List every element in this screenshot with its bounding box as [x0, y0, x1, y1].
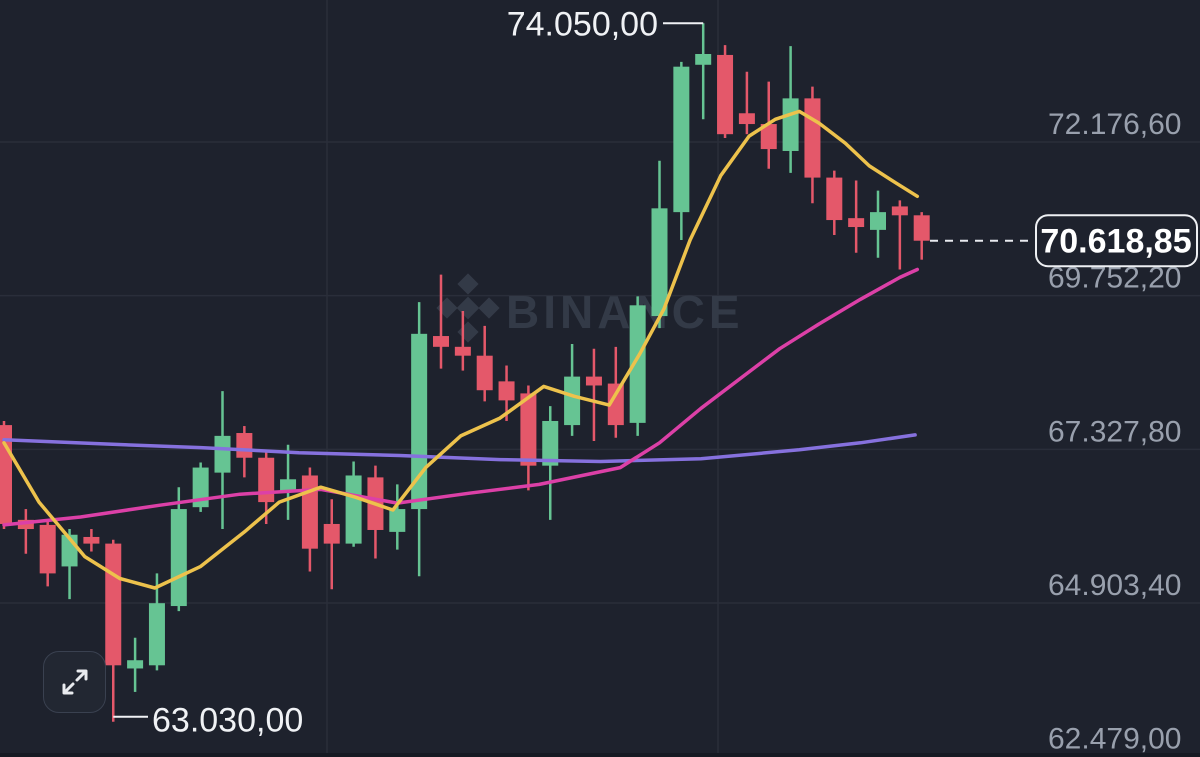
- candle-body: [323, 523, 340, 544]
- candle-body: [673, 66, 690, 213]
- candle-body: [345, 475, 362, 544]
- candle-body: [760, 124, 777, 150]
- candle-body: [214, 435, 231, 473]
- candle-body: [804, 98, 821, 178]
- expand-arrows-icon: [62, 669, 87, 695]
- y-axis-tick-label: 64.903,40: [1048, 569, 1181, 602]
- candle-body: [870, 212, 886, 230]
- expand-chart-button[interactable]: [43, 651, 106, 713]
- candle-body: [83, 536, 100, 544]
- last-price-badge-box: [1035, 214, 1198, 268]
- candle-body: [629, 305, 646, 423]
- candle-body: [39, 524, 56, 574]
- candle-body: [127, 660, 144, 669]
- ma-mid-magenta: [2, 267, 920, 527]
- bottom-edge: [0, 753, 1200, 757]
- low-price-label: 63.030,00: [152, 702, 303, 740]
- candle-body: [913, 215, 930, 241]
- candle-body: [258, 457, 275, 503]
- last-price-badge[interactable]: 70.618,85: [1035, 214, 1198, 268]
- watermark-text: BINANCE: [506, 286, 744, 338]
- candle-body: [148, 603, 165, 666]
- candles-layer: [0, 23, 930, 722]
- candle-body: [607, 383, 624, 426]
- candle-body: [192, 467, 209, 508]
- candle-body: [738, 113, 755, 125]
- candle-body: [389, 509, 406, 532]
- high-price-label: 74.050,00: [507, 5, 658, 43]
- candle-body: [433, 336, 449, 347]
- candle-body: [585, 376, 602, 386]
- y-axis-tick-label: 72.176,60: [1048, 108, 1181, 141]
- candle-body: [717, 54, 734, 135]
- candle-body: [695, 54, 712, 65]
- ma-slow-purple: [2, 433, 917, 464]
- candle-body: [826, 177, 843, 221]
- candle-body: [782, 98, 799, 151]
- candle-body: [520, 393, 537, 466]
- candle-body: [280, 479, 297, 493]
- candle-body: [498, 381, 515, 401]
- candle-body: [564, 376, 581, 426]
- candle-body: [651, 208, 668, 317]
- y-axis-tick-label: 62.479,00: [1048, 723, 1181, 756]
- candle-body: [454, 346, 471, 356]
- candle-body: [476, 355, 493, 391]
- candle-body: [170, 509, 187, 607]
- candle-body: [17, 519, 34, 530]
- candle-body: [105, 543, 122, 666]
- ma-fast-yellow: [2, 109, 920, 590]
- y-axis-tick-label: 67.327,80: [1048, 415, 1181, 448]
- candle-body: [542, 420, 559, 466]
- candle-body: [301, 475, 318, 549]
- candle-body: [236, 433, 253, 458]
- candle-body: [411, 333, 428, 510]
- candle-body: [848, 218, 865, 228]
- last-price-value: 70.618,85: [1040, 223, 1191, 261]
- candle-body: [891, 206, 908, 216]
